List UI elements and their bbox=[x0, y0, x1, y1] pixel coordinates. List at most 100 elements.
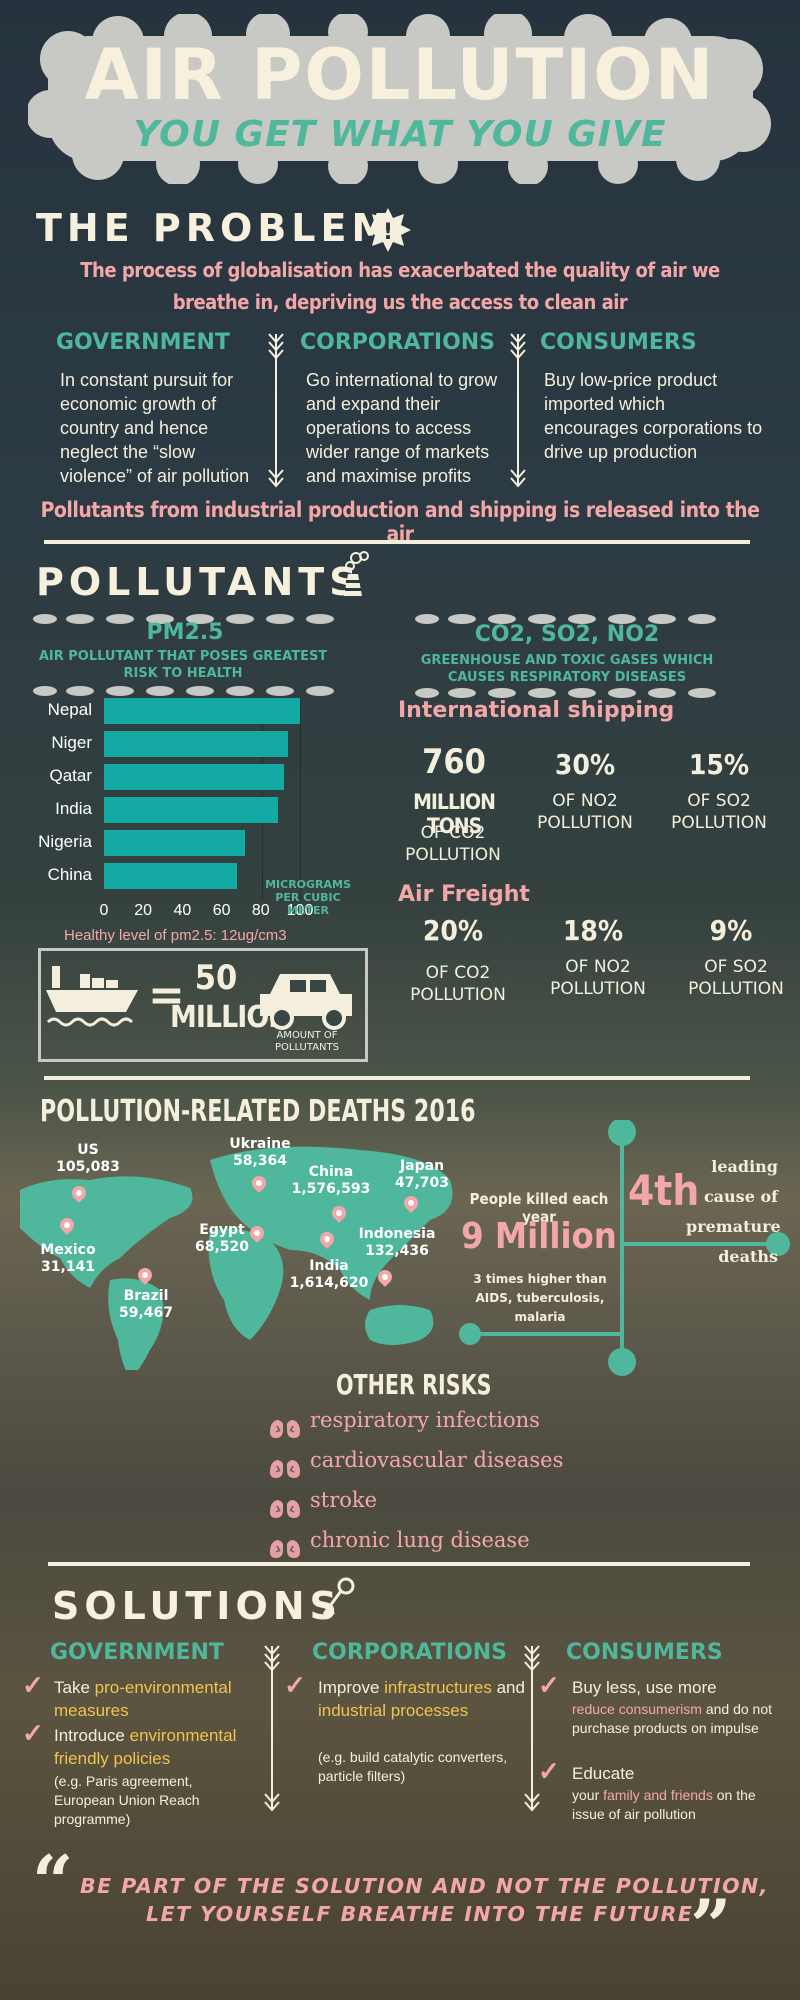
arrow-divider-4 bbox=[524, 1645, 540, 1812]
problem-intro: The process of globalisation has exacerb… bbox=[40, 254, 760, 318]
consumer-solution-1-rest: and do not purchase products on impulse bbox=[572, 1701, 772, 1736]
country-us-value: 105,083 bbox=[56, 1159, 120, 1175]
chart-category-label: China bbox=[47, 865, 92, 884]
dashed-cloud-line-4 bbox=[415, 688, 716, 698]
killed-value: 9 Million bbox=[461, 1216, 617, 1257]
ship-equation-caption: AMOUNT OF POLLUTANTS bbox=[275, 1030, 339, 1053]
key-icon bbox=[322, 1577, 355, 1620]
dashed-cloud-line-3 bbox=[415, 614, 716, 624]
country-brazil: Brazil 59,467 bbox=[108, 1288, 184, 1322]
arrow-divider-3 bbox=[264, 1645, 280, 1812]
divider-1 bbox=[44, 540, 750, 544]
equals-sign: = bbox=[148, 970, 185, 1021]
problem-conclusion: Pollutants from industrial production an… bbox=[40, 498, 760, 546]
title-cloud bbox=[28, 14, 771, 184]
country-mexico-value: 31,141 bbox=[40, 1259, 96, 1275]
country-japan: Japan 47,703 bbox=[384, 1158, 460, 1192]
country-japan-name: Japan bbox=[399, 1158, 445, 1174]
chart-tick-label: 20 bbox=[134, 902, 153, 919]
chart-gridline-100 bbox=[300, 698, 301, 900]
consumer-solution-2-text: your bbox=[572, 1787, 604, 1803]
gov-solution-1-text: Take bbox=[54, 1678, 95, 1697]
country-japan-value: 47,703 bbox=[394, 1175, 450, 1191]
shipping-co2-label: OF CO2 POLLUTION bbox=[405, 823, 501, 865]
country-brazil-name: Brazil bbox=[123, 1288, 169, 1304]
pm25-title: PM2.5 bbox=[146, 620, 224, 645]
country-china-value: 1,576,593 bbox=[291, 1181, 371, 1197]
consumer-solution-1-main: Buy less, use more bbox=[572, 1678, 717, 1697]
dashed-cloud-line-2 bbox=[33, 686, 334, 696]
consumer-solution-1-detail: reduce consumerism and do not purchase p… bbox=[572, 1700, 772, 1738]
solution-corporations-heading: CORPORATIONS bbox=[312, 1640, 508, 1665]
rank-value: 4th bbox=[628, 1166, 700, 1215]
problem-col-corporations-text: Go international to grow and expand thei… bbox=[306, 370, 498, 486]
corp-solution-1-highlight-b: industrial processes bbox=[318, 1701, 469, 1720]
country-brazil-value: 59,467 bbox=[118, 1305, 174, 1321]
country-india-name: India bbox=[309, 1258, 349, 1274]
country-mexico-name: Mexico bbox=[40, 1242, 96, 1258]
chart-category-label: Nigeria bbox=[38, 832, 92, 851]
shipping-co2-value: 760 bbox=[422, 742, 486, 782]
check-icon: ✓ bbox=[22, 1670, 44, 1700]
country-china: China 1,576,593 bbox=[286, 1164, 376, 1198]
consumer-solution-2-highlight: family and friends bbox=[603, 1787, 713, 1803]
dashed-cloud-line-1 bbox=[33, 614, 334, 624]
solution-government-heading: GOVERNMENT bbox=[50, 1640, 224, 1665]
chart-category-label: Nepal bbox=[47, 700, 92, 719]
shipping-no2-value: 30% bbox=[554, 748, 616, 781]
gov-solution-2: Introduce environmental friendly policie… bbox=[54, 1724, 266, 1770]
chart-bar-nigeria bbox=[104, 830, 246, 856]
shipping-no2-label: OF NO2 POLLUTION bbox=[537, 791, 633, 833]
country-indonesia-value: 132,436 bbox=[365, 1243, 429, 1259]
lungs-icon bbox=[270, 1450, 300, 1478]
chart-category-label: Qatar bbox=[49, 766, 92, 785]
quote-line-2: LET YOURSELF BREATHE INTO THE FUTURE bbox=[146, 1902, 694, 1926]
consumer-solution-2-main: Educate bbox=[572, 1764, 635, 1783]
ship-equation-box bbox=[38, 948, 368, 1062]
shipping-co2-unit: MILLION TONS bbox=[413, 790, 496, 838]
factory-smoke-icon bbox=[344, 551, 369, 596]
shipping-so2-value: 15% bbox=[688, 748, 750, 781]
chart-tick-label: 60 bbox=[212, 902, 231, 919]
country-indonesia-name: Indonesia bbox=[358, 1226, 436, 1242]
subtitle: YOU GET WHAT YOU GIVE bbox=[133, 114, 667, 155]
freight-no2-label: OF NO2 POLLUTION bbox=[550, 957, 646, 999]
healthy-level-note: Healthy level of pm2.5: 12ug/cm3 bbox=[64, 927, 287, 944]
open-quote-icon: “ bbox=[32, 1839, 74, 1924]
problem-intro-text: The process of globalisation has exacerb… bbox=[80, 258, 720, 314]
corp-solution-1-highlight-a: infrastructures bbox=[384, 1678, 492, 1697]
consumer-solution-1-highlight: reduce consumerism bbox=[572, 1701, 702, 1717]
pm25-bar-chart: Nepal Niger Qatar India Nigeria China 0 20 40 60 8… bbox=[30, 698, 350, 919]
chart-bar-nepal bbox=[104, 698, 300, 724]
car-icon bbox=[260, 974, 352, 1030]
chart-unit-label: MICROGRAMS PER CUBIC METER bbox=[265, 878, 351, 917]
consumer-solution-2-detail: your family and friends on the issue of … bbox=[572, 1786, 772, 1824]
cargo-ship-icon bbox=[46, 966, 138, 1027]
lungs-icon bbox=[270, 1530, 300, 1558]
shipping-so2-label: OF SO2 POLLUTION bbox=[671, 791, 767, 833]
gases-subtitle: GREENHOUSE AND TOXIC GASES WHICH CAUSES … bbox=[420, 653, 714, 685]
consumer-solution-2-rest: on the issue of air pollution bbox=[572, 1787, 756, 1822]
risk-item: chronic lung disease bbox=[310, 1528, 530, 1552]
corp-solution-1: Improve infrastructures and industrial p… bbox=[318, 1676, 528, 1722]
country-china-name: China bbox=[308, 1164, 354, 1180]
chart-tick-label: 0 bbox=[99, 902, 109, 919]
chart-category-label: India bbox=[55, 799, 92, 818]
freight-so2-label: OF SO2 POLLUTION bbox=[688, 957, 784, 999]
country-egypt-name: Egypt bbox=[199, 1222, 245, 1238]
chart-bar-china bbox=[104, 863, 238, 889]
country-egypt-value: 68,520 bbox=[194, 1239, 250, 1255]
ship-equation-value: 50 bbox=[194, 958, 238, 998]
gov-solution-1-highlight: pro-environmental measures bbox=[54, 1678, 232, 1720]
chart-bar-niger bbox=[104, 731, 289, 757]
chart-category-label: Niger bbox=[51, 733, 92, 752]
lungs-icon bbox=[270, 1490, 300, 1518]
problem-heading: THE PROBLEM bbox=[36, 206, 395, 250]
arrow-divider-1 bbox=[268, 333, 284, 488]
svg-text:!: ! bbox=[383, 220, 393, 245]
problem-col-government-heading: GOVERNMENT bbox=[56, 330, 230, 355]
main-title: AIR POLLUTION bbox=[84, 34, 716, 116]
check-icon: ✓ bbox=[538, 1670, 560, 1700]
country-mexico: Mexico 31,141 bbox=[30, 1242, 106, 1276]
problem-col-government-text: In constant pursuit for economic growth … bbox=[60, 370, 250, 486]
